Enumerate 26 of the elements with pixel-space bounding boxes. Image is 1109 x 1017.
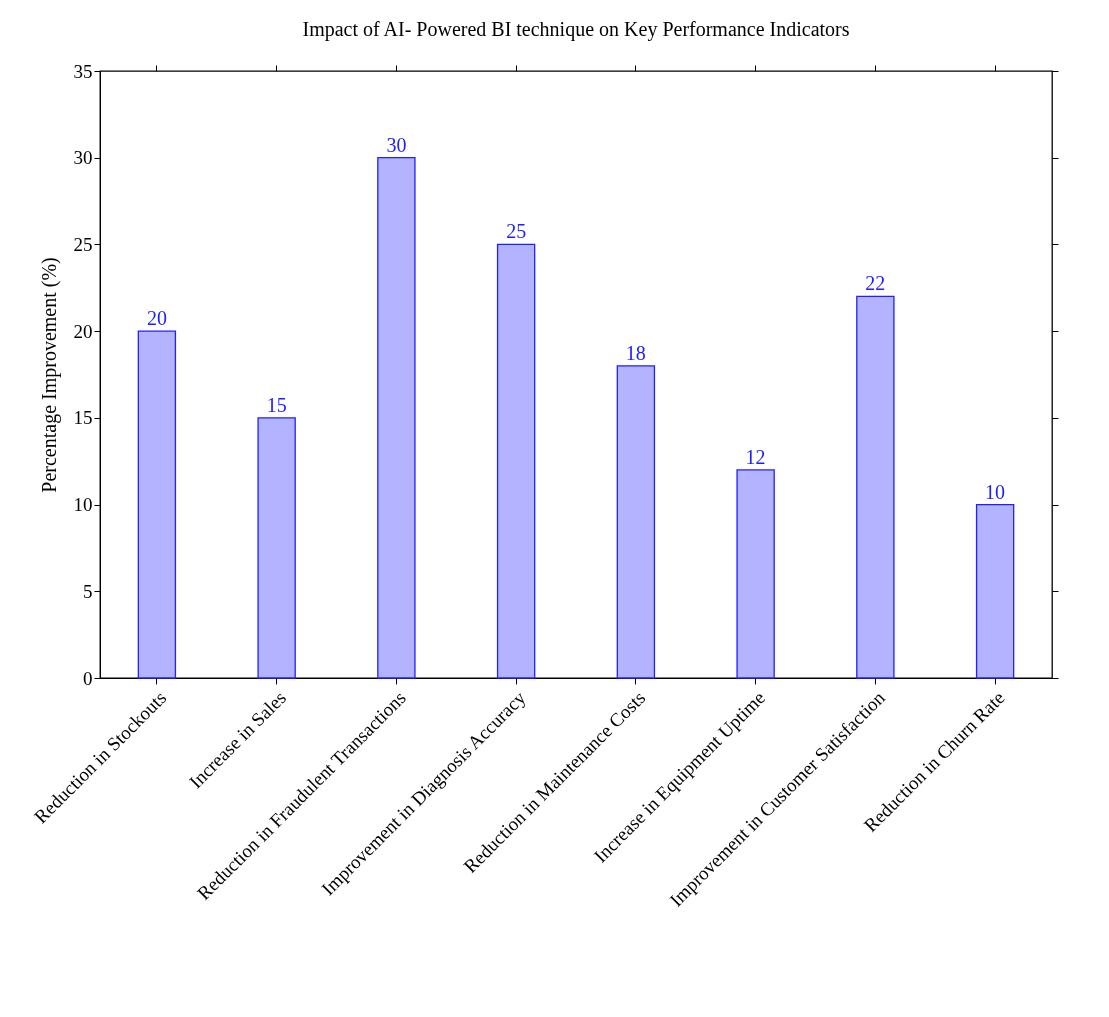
bar: [377, 157, 416, 679]
bar: [975, 503, 1015, 679]
bar: [856, 295, 895, 679]
bar: [736, 469, 775, 679]
data-label: 10: [985, 480, 1006, 503]
y-tick-label: 10: [73, 494, 93, 516]
y-tick-label: 35: [73, 60, 93, 82]
y-tick-label: 0: [83, 667, 93, 689]
y-tick-label: 20: [73, 320, 93, 342]
data-label: 25: [506, 220, 527, 243]
data-label: 12: [745, 445, 766, 468]
y-tick-label: 5: [83, 580, 93, 602]
y-axis-title: Percentage Improvement (%): [37, 257, 61, 493]
y-tick-label: 25: [73, 233, 93, 255]
data-label: 20: [146, 307, 167, 330]
data-label: 30: [386, 133, 407, 156]
data-label: 22: [865, 272, 886, 295]
bar: [137, 330, 177, 679]
y-tick-label: 30: [73, 147, 93, 169]
bar: [616, 365, 656, 679]
bar: [257, 417, 296, 679]
data-label: 18: [625, 341, 646, 364]
data-label: 15: [266, 393, 287, 416]
chart-title: Impact of AI- Powered BI technique on Key Performance Indicators: [302, 18, 850, 41]
bar: [496, 243, 536, 679]
y-tick-label: 15: [73, 407, 93, 429]
